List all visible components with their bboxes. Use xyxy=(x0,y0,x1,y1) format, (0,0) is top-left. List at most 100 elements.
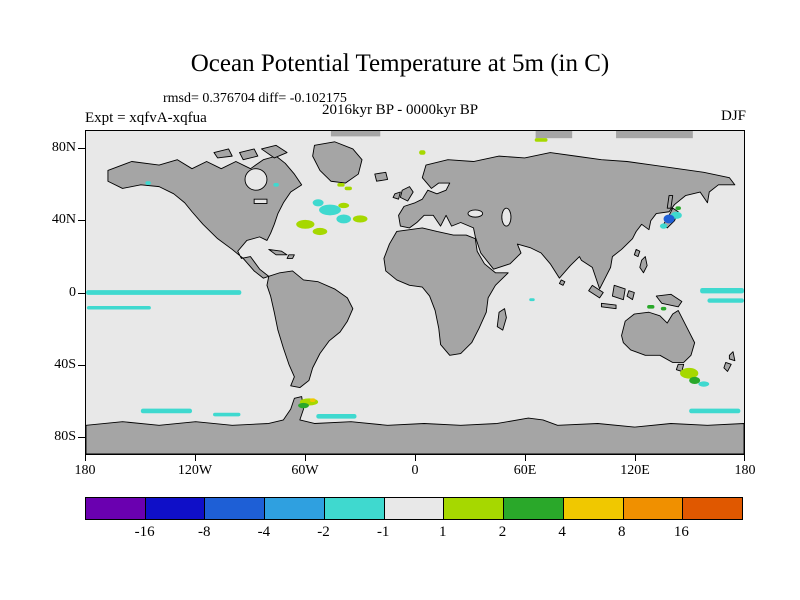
y-tick-label-0: 0 xyxy=(69,285,76,300)
greenland xyxy=(312,141,363,184)
colorbar-labels: -16 -8 -4 -2 -1 1 2 4 8 16 xyxy=(85,524,741,546)
island-new-zealand-south xyxy=(723,362,732,372)
colorbar-segment xyxy=(265,498,325,519)
anomaly-patch xyxy=(312,227,328,236)
colorbar-segment xyxy=(444,498,505,519)
colorbar-segment xyxy=(145,498,206,519)
anomaly-patch xyxy=(680,367,699,379)
map-frame xyxy=(85,130,745,455)
x-tick-mark xyxy=(195,455,196,461)
island-philippines xyxy=(639,256,648,274)
colorbar-segment xyxy=(324,498,385,519)
caspian-sea xyxy=(501,207,512,227)
ice-strip xyxy=(330,131,381,137)
ice-strip xyxy=(535,131,573,139)
y-tick-mark xyxy=(78,437,85,438)
anomaly-layer xyxy=(86,138,744,419)
y-tick-label-80n: 80N xyxy=(51,140,76,155)
plot-title: Ocean Potential Temperature at 5m (in C) xyxy=(190,50,610,77)
colorbar-segment xyxy=(563,498,624,519)
anomaly-patch xyxy=(86,290,242,295)
continent-africa xyxy=(383,227,509,356)
anomaly-patch xyxy=(309,398,316,402)
great-lakes xyxy=(253,198,268,204)
anomaly-patch xyxy=(659,223,668,229)
anomaly-patch xyxy=(663,214,675,224)
anomaly-patch xyxy=(338,202,350,209)
y-tick-label-40s: 40S xyxy=(54,357,76,372)
y-tick-label-40n: 40N xyxy=(51,212,76,227)
island-ireland xyxy=(392,191,401,200)
stats-line: rmsd= 0.376704 diff= -0.102175 xyxy=(163,91,347,106)
island-iceland xyxy=(374,171,389,182)
x-tick-mark xyxy=(415,455,416,461)
anomaly-patch xyxy=(529,298,535,302)
y-tick-mark xyxy=(78,293,85,294)
colorbar-tick-label: 2 xyxy=(498,524,507,540)
continent-north-america xyxy=(107,155,303,279)
anomaly-patch xyxy=(647,305,655,309)
colorbar-tick-label: -4 xyxy=(257,524,271,540)
y-tick-mark xyxy=(78,148,85,149)
x-tick-label-180e: 180 xyxy=(734,463,756,478)
x-tick-label-60e: 60E xyxy=(513,463,537,478)
island-britain xyxy=(399,186,414,202)
x-tick-mark xyxy=(85,455,86,461)
continent-south-america xyxy=(266,270,354,389)
anomaly-patch xyxy=(140,408,193,414)
y-tick-label-80s: 80S xyxy=(54,429,76,444)
anomaly-patch xyxy=(689,376,701,385)
island-madagascar xyxy=(496,308,507,331)
colorbar-tick-label: -8 xyxy=(198,524,211,540)
anomaly-patch xyxy=(145,181,151,185)
anomaly-patch xyxy=(344,186,352,191)
hudson-bay xyxy=(244,168,268,191)
colorbar-tick-label: 1 xyxy=(439,524,447,540)
anomaly-patch xyxy=(698,381,710,387)
arctic-island xyxy=(213,148,233,159)
island-sakhalin xyxy=(666,195,674,209)
x-tick-label-120w: 120W xyxy=(177,463,213,478)
anomaly-patch xyxy=(336,214,352,224)
ice-strip xyxy=(616,131,693,139)
arctic-island xyxy=(261,144,288,159)
x-tick-mark xyxy=(525,455,526,461)
anomaly-patch xyxy=(700,288,744,294)
anomaly-patch xyxy=(689,408,741,414)
island-cuba xyxy=(268,248,288,256)
anomaly-patch xyxy=(675,206,681,210)
colorbar-segment xyxy=(504,498,564,519)
x-tick-mark xyxy=(635,455,636,461)
x-tick-label-0: 0 xyxy=(411,463,419,478)
continent-australia xyxy=(621,309,696,363)
experiment-label: Expt = xqfvA-xqfua xyxy=(85,110,207,126)
continent-antarctica xyxy=(86,396,744,454)
colorbar-tick-label: -2 xyxy=(317,524,330,540)
colorbar-tick-label: 16 xyxy=(673,524,689,540)
black-sea xyxy=(467,209,484,218)
anomaly-patch xyxy=(312,199,324,207)
colorbar-segment xyxy=(205,498,266,519)
y-tick-mark xyxy=(78,220,85,221)
colorbar-segment xyxy=(384,498,445,519)
anomaly-patch xyxy=(86,305,151,310)
island-borneo xyxy=(611,284,626,301)
anomaly-patch xyxy=(298,402,309,409)
season-label: DJF xyxy=(720,108,746,124)
anomaly-patch xyxy=(534,138,548,142)
anomaly-patch xyxy=(419,150,426,155)
colorbar-segment xyxy=(683,498,743,519)
island-sulawesi xyxy=(626,290,635,301)
y-tick-mark xyxy=(78,365,85,366)
colorbar-tick-label: 4 xyxy=(558,524,566,540)
island-hispaniola xyxy=(286,254,295,259)
anomaly-patch xyxy=(337,183,345,187)
anomaly-patch xyxy=(319,204,341,216)
island-new-guinea xyxy=(655,293,683,308)
anomaly-patch xyxy=(273,183,279,187)
continent-eurasia xyxy=(398,152,736,290)
island-sri-lanka xyxy=(558,279,566,286)
x-tick-label-180w: 180 xyxy=(74,463,96,478)
x-tick-label-120e: 120E xyxy=(620,463,650,478)
